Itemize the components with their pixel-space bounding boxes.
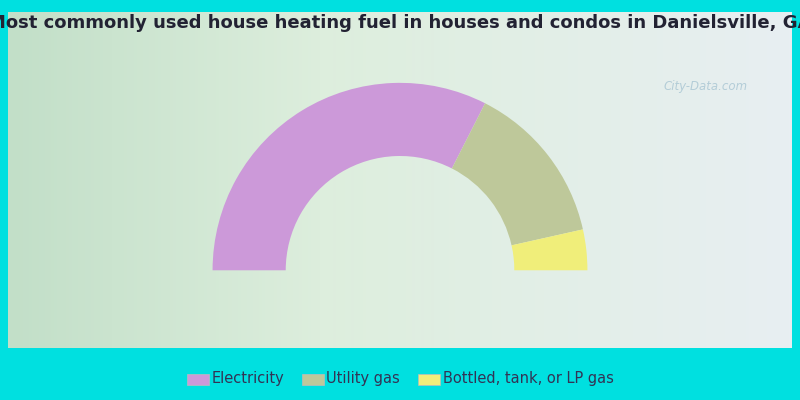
Wedge shape xyxy=(511,229,587,270)
Wedge shape xyxy=(452,103,583,245)
Text: City-Data.com: City-Data.com xyxy=(664,80,748,93)
Legend: Electricity, Utility gas, Bottled, tank, or LP gas: Electricity, Utility gas, Bottled, tank,… xyxy=(182,367,618,391)
Wedge shape xyxy=(213,83,485,270)
Text: Most commonly used house heating fuel in houses and condos in Danielsville, GA: Most commonly used house heating fuel in… xyxy=(0,14,800,32)
